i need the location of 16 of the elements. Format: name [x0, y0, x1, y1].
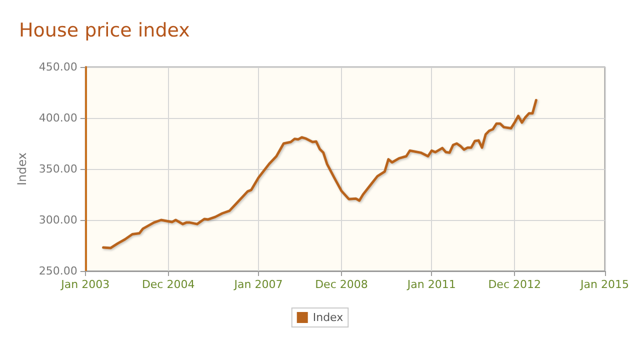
- y-tick-label: 400.00: [38, 112, 78, 124]
- line-series: [102, 98, 538, 250]
- x-tick-label: Jan 2003: [60, 278, 110, 291]
- y-axis-title: Index: [15, 152, 29, 186]
- x-tick-label: Dec 2008: [315, 278, 368, 291]
- x-tick-label: Dec 2004: [142, 278, 195, 291]
- x-tick-label: Dec 2012: [488, 278, 541, 291]
- y-tick-label: 300.00: [38, 214, 78, 226]
- y-tick-label: 250.00: [38, 264, 78, 278]
- y-tick-label: 350.00: [38, 162, 78, 176]
- x-tick-label: Jan 2015: [580, 278, 630, 291]
- x-tick-label: Jan 2011: [406, 278, 456, 291]
- legend-label: Index: [312, 311, 344, 324]
- y-tick-label: 450.00: [38, 60, 78, 74]
- chart-title: House price index: [19, 20, 190, 42]
- x-tick-label: Jan 2007: [233, 278, 283, 291]
